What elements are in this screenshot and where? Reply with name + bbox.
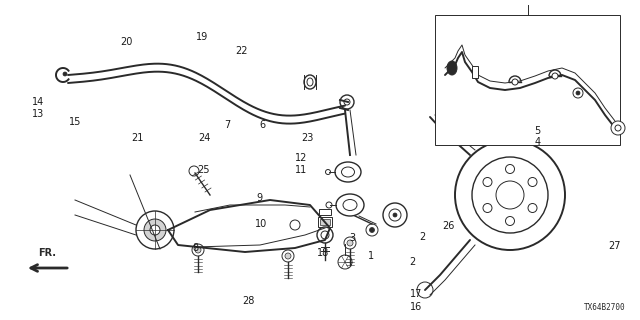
Circle shape: [417, 282, 433, 298]
Bar: [435, 15, 620, 145]
Text: TX64B2700: TX64B2700: [584, 303, 625, 312]
Circle shape: [338, 255, 352, 269]
Ellipse shape: [342, 167, 355, 177]
Circle shape: [615, 125, 621, 131]
Text: 15: 15: [69, 116, 82, 127]
Text: 1: 1: [368, 251, 374, 261]
Ellipse shape: [136, 211, 174, 249]
Text: 17: 17: [410, 289, 422, 300]
Text: 24: 24: [198, 132, 211, 143]
Text: 23: 23: [301, 132, 314, 143]
Text: 20: 20: [120, 36, 133, 47]
Text: 25: 25: [197, 164, 210, 175]
Text: 16: 16: [410, 302, 422, 312]
Circle shape: [483, 204, 492, 212]
Circle shape: [483, 178, 492, 187]
Text: 8: 8: [192, 243, 198, 253]
Ellipse shape: [150, 225, 160, 235]
Text: 12: 12: [294, 153, 307, 164]
Circle shape: [192, 244, 204, 256]
Circle shape: [528, 178, 537, 187]
Ellipse shape: [336, 194, 364, 216]
Text: 6: 6: [259, 120, 266, 130]
Circle shape: [344, 99, 350, 105]
Text: 28: 28: [242, 296, 255, 306]
Circle shape: [455, 140, 565, 250]
Text: 11: 11: [294, 164, 307, 175]
Circle shape: [472, 157, 548, 233]
Text: 22: 22: [236, 46, 248, 56]
Text: 21: 21: [131, 132, 144, 143]
Circle shape: [506, 217, 515, 226]
Circle shape: [611, 121, 625, 135]
Bar: [318, 217, 332, 227]
Circle shape: [576, 91, 580, 95]
Text: FR.: FR.: [38, 248, 56, 258]
Text: 18: 18: [317, 248, 330, 258]
Text: 3: 3: [349, 233, 355, 244]
Bar: [320, 219, 330, 225]
Circle shape: [389, 209, 401, 221]
Text: 9: 9: [256, 193, 262, 204]
Circle shape: [528, 204, 537, 212]
Circle shape: [552, 73, 558, 79]
Circle shape: [347, 240, 353, 246]
Circle shape: [326, 170, 330, 174]
Text: 5: 5: [534, 126, 541, 136]
Text: 7: 7: [224, 120, 230, 130]
Circle shape: [326, 202, 332, 208]
Circle shape: [317, 227, 333, 243]
Circle shape: [496, 181, 524, 209]
Circle shape: [506, 164, 515, 173]
Text: 2: 2: [410, 257, 416, 268]
Circle shape: [189, 166, 199, 176]
Circle shape: [344, 237, 356, 249]
Ellipse shape: [447, 61, 457, 75]
Circle shape: [573, 88, 583, 98]
Circle shape: [321, 231, 329, 239]
Text: 13: 13: [32, 108, 45, 119]
Text: 14: 14: [32, 97, 45, 108]
Circle shape: [383, 203, 407, 227]
Circle shape: [195, 247, 201, 253]
Ellipse shape: [335, 162, 361, 182]
Circle shape: [393, 213, 397, 217]
Bar: [472, 66, 478, 78]
Text: 4: 4: [534, 137, 541, 148]
Circle shape: [369, 228, 374, 233]
Circle shape: [366, 224, 378, 236]
Text: 26: 26: [442, 220, 454, 231]
Text: 27: 27: [608, 241, 621, 252]
Circle shape: [63, 72, 67, 76]
Circle shape: [282, 250, 294, 262]
Circle shape: [285, 253, 291, 259]
Circle shape: [512, 79, 518, 85]
Text: 10: 10: [255, 219, 268, 229]
Ellipse shape: [144, 219, 166, 241]
Bar: [319, 209, 331, 215]
Text: 19: 19: [196, 32, 209, 42]
Circle shape: [340, 95, 354, 109]
Circle shape: [290, 220, 300, 230]
Text: 2: 2: [419, 232, 426, 242]
Ellipse shape: [343, 199, 357, 211]
